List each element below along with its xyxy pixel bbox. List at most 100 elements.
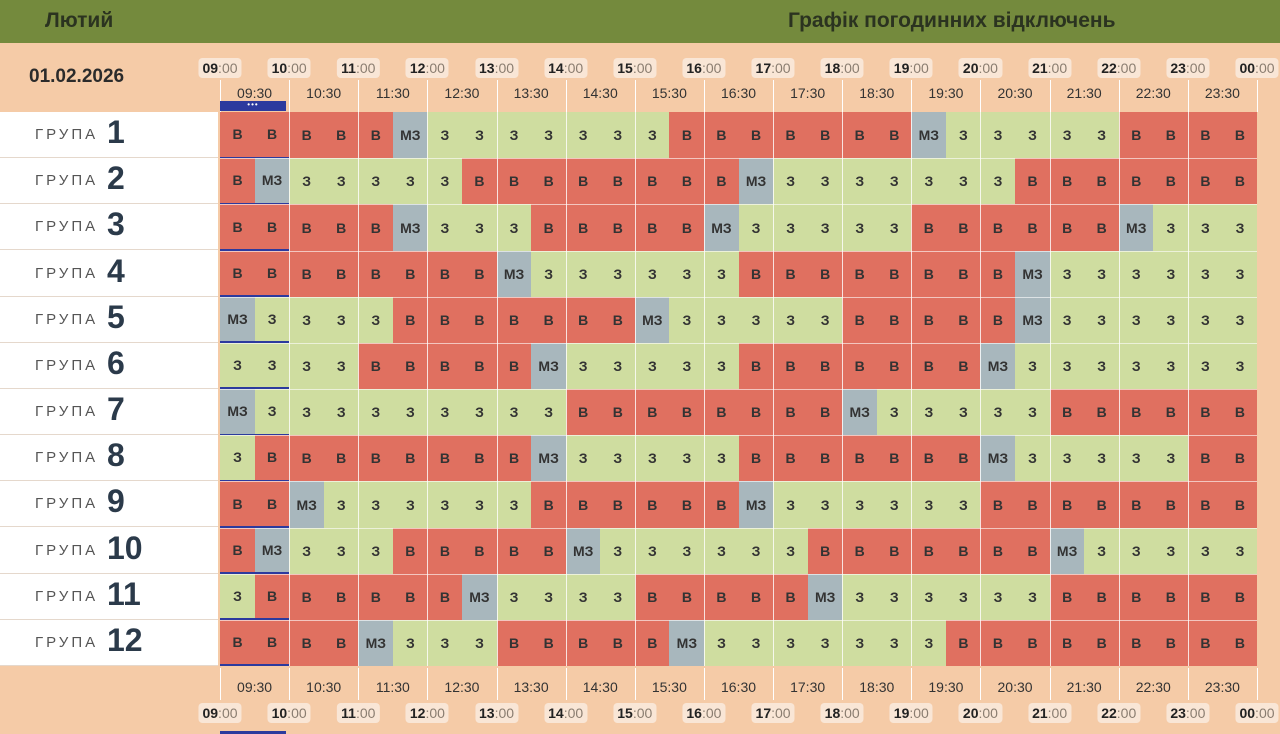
schedule-cell: В [358,342,394,390]
hour-label-bottom: 19:00 [889,703,933,723]
schedule-cell: З [980,112,1016,159]
schedule-cell: З [496,204,532,251]
schedule-cell: В [358,435,394,482]
half-hour-label-top: 13:30 [513,85,549,101]
hour-label-top: 10:00 [267,58,311,78]
schedule-cell: З [669,435,705,482]
group-label-row: ГРУПА 10 [0,528,218,574]
schedule-cell: В [531,158,567,205]
schedule-cell: В [220,619,256,667]
group-label-text: ГРУПА [35,310,99,328]
schedule-cell: В [1187,112,1223,159]
hour-label-bottom: 17:00 [751,703,795,723]
schedule-cell: В [945,619,981,667]
schedule-cell: В [220,250,256,298]
schedule-cell: З [220,435,256,482]
schedule-cell: В [669,481,705,528]
half-hour-label-bottom: 18:30 [859,679,895,695]
schedule-cell: В [911,527,947,575]
schedule-cell: З [773,527,809,575]
schedule-cell: В [876,296,912,344]
hour-tick [634,80,636,112]
schedule-cell: З [427,481,463,528]
schedule-cell: З [1015,342,1051,390]
schedule-cell: В [980,204,1016,251]
schedule-cell: В [565,481,601,528]
schedule-cell: В [220,112,256,159]
schedule-cell: МЗ [911,112,947,159]
schedule-cell: З [358,389,394,436]
schedule-cell: З [980,573,1016,621]
month-title: Лютий [45,9,114,32]
schedule-cell: МЗ [980,435,1016,482]
schedule-cell: З [945,573,981,621]
schedule-cell: В [1049,158,1085,205]
grid-row-line [220,481,1257,483]
schedule-cell: З [461,204,498,251]
schedule-cell: МЗ [669,619,705,667]
half-hour-label-top: 22:30 [1135,85,1171,101]
schedule-cell: В [1015,204,1051,251]
schedule-cell: З [289,389,325,436]
schedule-cell: В [600,481,636,528]
schedule-cell: В [392,573,428,621]
hour-label-bottom: 09:00 [198,703,242,723]
schedule-cell: З [703,250,739,298]
schedule-cell: В [945,527,981,575]
group-label-text: ГРУПА [35,449,99,467]
schedule-cell: В [1084,204,1120,251]
schedule-cell: В [807,527,843,575]
hour-label-bottom: 20:00 [958,703,1002,723]
hour-label-bottom: 18:00 [820,703,864,723]
schedule-cell: З [600,342,636,390]
schedule-cell: В [1153,389,1189,436]
schedule-cell: В [1222,481,1258,528]
schedule-cell: З [634,527,670,575]
schedule-cell: В [1187,481,1223,528]
schedule-cell: З [703,619,739,667]
schedule-cell: З [427,204,463,251]
schedule-cell: МЗ [738,481,774,528]
group-label-text: ГРУПА [35,126,99,143]
schedule-cell: З [773,619,809,667]
schedule-cell: В [392,527,428,575]
schedule-cell: З [496,389,532,436]
schedule-cell: З [1187,250,1223,298]
schedule-cell: В [1153,158,1189,205]
schedule-cell: З [911,481,947,528]
group-number: 9 [107,483,125,520]
grid-row-line [220,619,1257,621]
schedule-cell: В [358,112,394,159]
schedule-cell: З [773,158,809,205]
schedule-cell: В [1187,158,1223,205]
group-number: 4 [107,252,125,289]
schedule-cell: З [1084,296,1120,344]
schedule-cell: В [461,296,498,344]
half-hour-label-top: 12:30 [444,85,480,101]
half-hour-label-top: 21:30 [1066,85,1102,101]
schedule-cell: З [1049,296,1085,344]
hour-tick [842,80,844,112]
schedule-cell: З [496,481,532,528]
schedule-cell: В [842,112,878,159]
schedule-cell: З [461,619,498,667]
schedule-cell: В [427,342,463,390]
schedule-cell: МЗ [1015,250,1051,298]
group-number: 12 [107,621,143,658]
schedule-cell: З [945,112,981,159]
schedule-cell: В [669,204,705,251]
schedule-cell: В [669,158,705,205]
half-hour-label-bottom: 09:30 [237,679,273,695]
schedule-cell: В [738,250,774,298]
group-label-row: ГРУПА 5 [0,297,218,343]
schedule-cell: В [876,112,912,159]
schedule-cell: В [773,342,809,390]
schedule-cell: З [703,342,739,390]
schedule-cell: З [1118,250,1154,298]
schedule-date: 01.02.2026 [29,66,125,87]
schedule-cell: З [565,342,601,390]
hour-label-top: 00:00 [1235,58,1279,78]
schedule-cell: В [1222,158,1258,205]
schedule-cell: З [634,435,670,482]
half-hour-label-bottom: 17:30 [790,679,826,695]
